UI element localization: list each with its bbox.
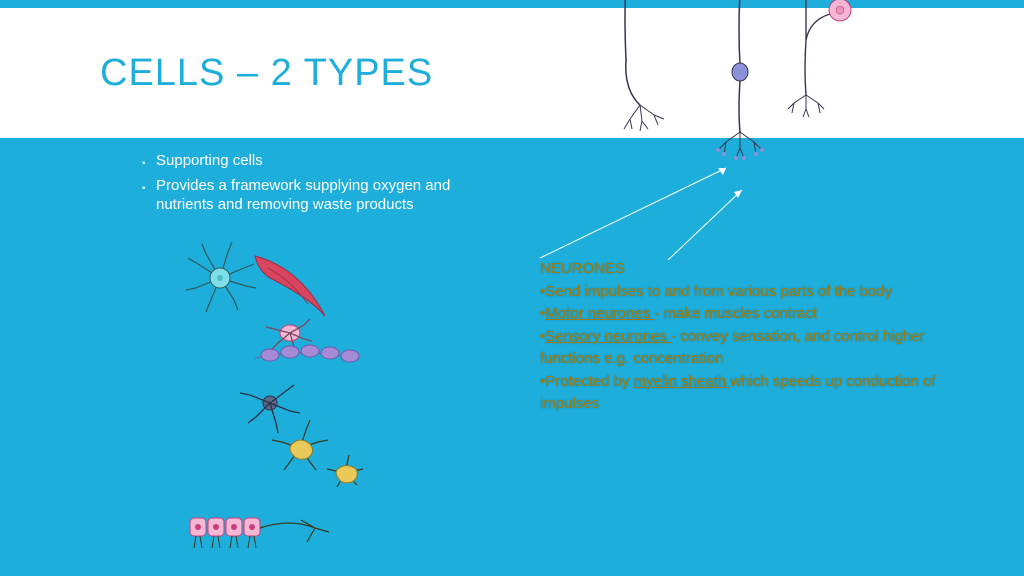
line-impulses: •Send impulses to and from various parts… <box>540 281 940 304</box>
bullet-framework: Provides a framework supplying oxygen an… <box>140 177 470 215</box>
line-motor: •Motor neurones - make muscles contract <box>540 303 940 326</box>
yellow-neurons-icon <box>272 420 363 487</box>
pink-neuron-icon <box>573 0 672 131</box>
capillary-icon <box>255 256 325 316</box>
bipolar-neuron-icon <box>716 0 764 160</box>
astrocyte-icon <box>186 242 256 312</box>
left-bullets: Supporting cells Provides a framework su… <box>140 152 470 220</box>
oligodendrocyte-icon <box>255 345 360 362</box>
line-myelin: •Protected by myelin sheath which speeds… <box>540 371 940 416</box>
line-sensory: •Sensory neurones - convey sensation, an… <box>540 326 940 371</box>
right-text-block: NEURONES •Send impulses to and from vari… <box>540 258 940 416</box>
bullet-supporting: Supporting cells <box>140 152 470 171</box>
dark-glia-icon <box>240 385 300 433</box>
page-title: CELLS – 2 TYPES <box>100 52 433 95</box>
body-area: Supporting cells Provides a framework su… <box>0 138 1024 576</box>
neurones-heading: NEURONES <box>540 258 940 281</box>
neurons-top-illustration <box>530 0 910 160</box>
ependymal-icon <box>190 518 329 548</box>
glia-illustration <box>160 238 420 568</box>
unipolar-neuron-icon <box>788 0 851 117</box>
